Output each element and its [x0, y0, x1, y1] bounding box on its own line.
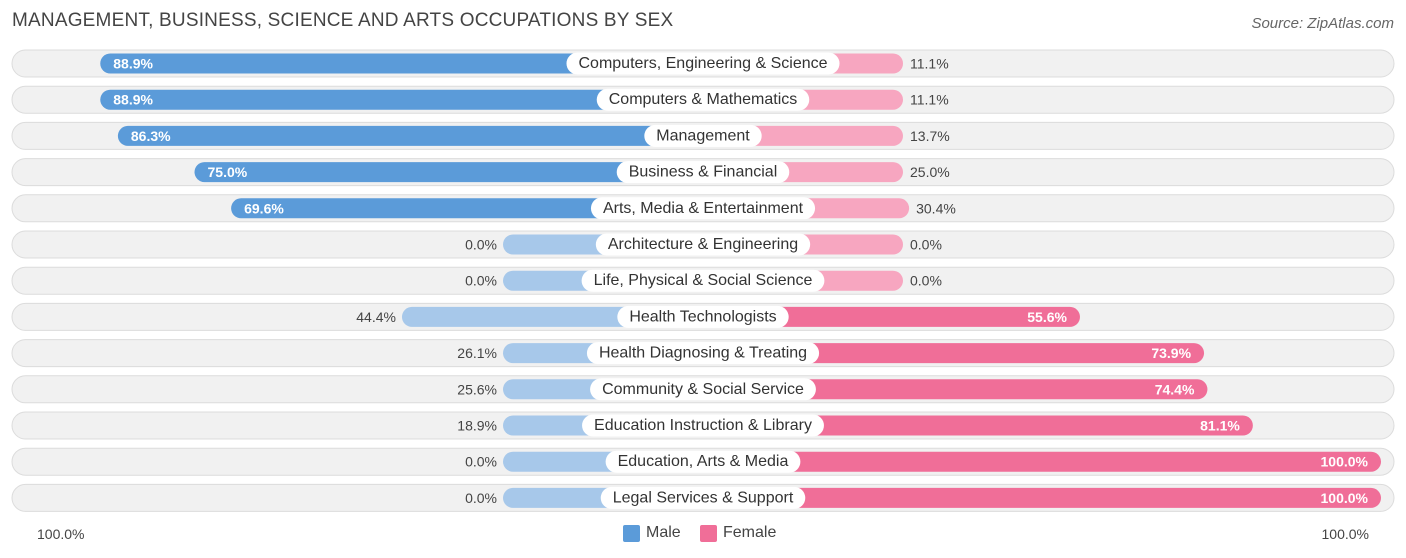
female-value-label: 100.0% — [1321, 490, 1369, 506]
category-label: Community & Social Service — [602, 381, 804, 398]
female-value-label: 0.0% — [910, 273, 942, 289]
category-pill — [590, 197, 816, 220]
category-label: Architecture & Engineering — [608, 236, 798, 253]
male-bar — [100, 89, 714, 110]
category-label: Health Technologists — [629, 308, 776, 325]
female-bar — [693, 379, 1208, 400]
source-credit: Source: ZipAtlas.com — [1251, 15, 1394, 32]
category-pill — [616, 161, 790, 184]
female-value-label: 55.6% — [1027, 309, 1067, 325]
category-pill — [595, 233, 811, 256]
female-bar — [693, 306, 1080, 327]
category-pill — [644, 124, 762, 147]
male-bar — [100, 53, 714, 74]
male-bar — [194, 162, 713, 183]
category-label: Computers & Mathematics — [609, 91, 798, 108]
female-value-label: 81.1% — [1200, 418, 1240, 434]
legend-item-male: Male — [623, 524, 681, 542]
category-pill — [581, 269, 825, 292]
category-label: Computers, Engineering & Science — [578, 55, 827, 72]
category-label: Education, Arts & Media — [618, 453, 789, 470]
female-bar — [693, 451, 1381, 472]
legend-label-male: Male — [646, 524, 681, 541]
category-label: Legal Services & Support — [613, 489, 794, 506]
female-value-label: 11.1% — [910, 92, 949, 108]
legend-label-female: Female — [723, 524, 777, 541]
male-value-label: 18.9% — [457, 418, 497, 434]
female-bar — [693, 343, 1205, 364]
category-pill — [590, 378, 816, 401]
category-label: Management — [656, 127, 750, 144]
female-value-label: 73.9% — [1151, 345, 1191, 361]
female-value-label: 25.0% — [910, 164, 950, 180]
legend-item-female: Female — [700, 524, 776, 542]
category-pill — [600, 486, 806, 509]
female-value-label: 30.4% — [916, 200, 956, 216]
male-value-label: 25.6% — [457, 381, 497, 397]
male-value-label: 75.0% — [208, 164, 248, 180]
category-label: Education Instruction & Library — [594, 417, 812, 434]
male-value-label: 69.6% — [244, 200, 284, 216]
legend: Male Female — [0, 524, 1406, 546]
category-pill — [596, 88, 810, 111]
category-label: Health Diagnosing & Treating — [599, 345, 807, 362]
male-bar — [117, 125, 714, 146]
category-label: Life, Physical & Social Science — [594, 272, 813, 289]
category-pill — [605, 450, 801, 473]
female-value-label: 11.1% — [910, 56, 949, 72]
male-value-label: 86.3% — [131, 128, 171, 144]
chart-plot: 88.9% 11.1% Computers, Engineering & Scien… — [11, 49, 1395, 512]
female-value-label: 100.0% — [1321, 454, 1369, 470]
male-value-label: 88.9% — [113, 92, 153, 108]
category-label: Business & Financial — [629, 164, 778, 181]
category-pill — [566, 52, 840, 75]
male-value-label: 0.0% — [465, 454, 497, 470]
female-value-label: 0.0% — [910, 237, 942, 253]
chart-title: MANAGEMENT, BUSINESS, SCIENCE AND ARTS O… — [12, 10, 674, 31]
male-value-label: 88.9% — [113, 56, 153, 72]
axis-right-label: 100.0% — [1321, 526, 1369, 542]
legend-swatch-female — [700, 524, 717, 542]
male-value-label: 26.1% — [457, 345, 497, 361]
male-value-label: 0.0% — [465, 490, 497, 506]
legend-swatch-male — [623, 524, 640, 542]
female-bar — [693, 415, 1253, 436]
category-pill — [617, 305, 789, 328]
category-pill — [582, 414, 824, 437]
male-value-label: 44.4% — [356, 309, 396, 325]
female-bar — [693, 487, 1381, 508]
axis-left-label: 100.0% — [37, 526, 85, 542]
female-value-label: 74.4% — [1155, 381, 1195, 397]
category-pill — [586, 342, 820, 365]
male-value-label: 0.0% — [465, 273, 497, 289]
female-value-label: 13.7% — [910, 128, 950, 144]
category-label: Arts, Media & Entertainment — [603, 200, 804, 217]
male-value-label: 0.0% — [465, 237, 497, 253]
